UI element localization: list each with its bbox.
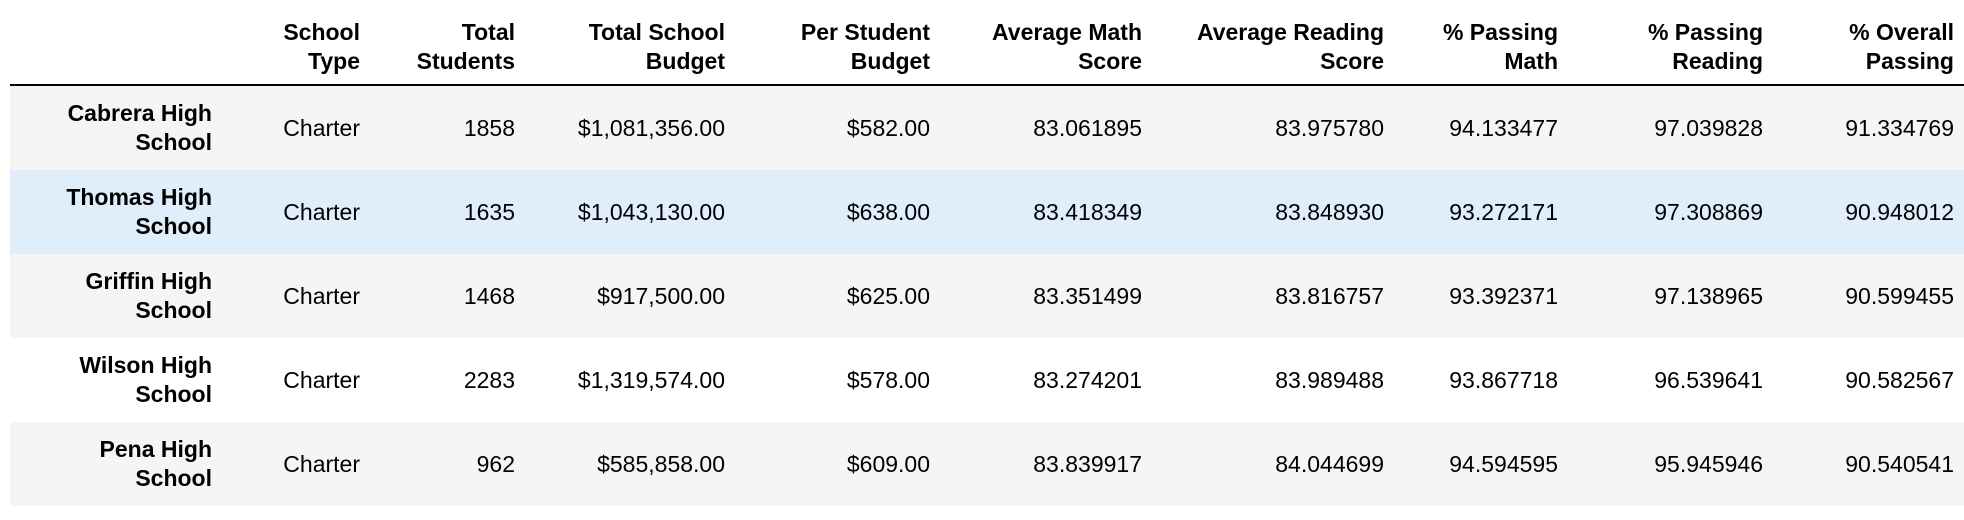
table-cell: 83.418349 (1033, 198, 1142, 225)
table-cell: 83.351499 (1033, 282, 1142, 309)
table-cell: 1468 (463, 282, 515, 309)
table-row-highlighted: Thomas High School Charter 1635 $1,043,1… (10, 170, 1964, 254)
table-cell: 90.948012 (1845, 198, 1954, 225)
row-index-label: Pena High School (99, 436, 212, 491)
table-cell: 97.138965 (1654, 282, 1763, 309)
table-cell: $625.00 (846, 282, 930, 309)
table-header: School Type Total Students Total School … (10, 10, 1964, 86)
table-row: Cabrera High School Charter 1858 $1,081,… (10, 85, 1964, 170)
header-row: School Type Total Students Total School … (10, 10, 1964, 86)
row-index-label: Griffin High School (85, 268, 212, 323)
table-cell: 90.599455 (1845, 282, 1954, 309)
table-cell: Charter (283, 198, 360, 225)
table-cell: 83.839917 (1033, 450, 1142, 477)
table-cell: 1635 (463, 198, 515, 225)
table-cell: Charter (283, 450, 360, 477)
row-index-label: Wilson High School (79, 352, 212, 407)
table-cell: 83.816757 (1275, 282, 1384, 309)
table-cell: 93.392371 (1449, 282, 1558, 309)
table-cell: 94.594595 (1449, 450, 1558, 477)
row-index-label: Cabrera High School (67, 100, 212, 155)
table-cell: 962 (476, 450, 515, 477)
table-cell: $585,858.00 (597, 450, 725, 477)
column-header: % Passing Reading (1570, 10, 1775, 86)
table-cell: 97.308869 (1654, 198, 1763, 225)
table-cell: 83.061895 (1033, 114, 1142, 141)
table-row: Pena High School Charter 962 $585,858.00… (10, 422, 1964, 506)
table-cell: $609.00 (846, 450, 930, 477)
table-cell: 93.272171 (1449, 198, 1558, 225)
table-cell: 2283 (463, 366, 515, 393)
column-header: Total Students (372, 10, 527, 86)
table-cell: 1858 (463, 114, 515, 141)
index-header (10, 10, 224, 86)
table-cell: $1,319,574.00 (577, 366, 725, 393)
column-header: School Type (224, 10, 372, 86)
school-summary-table: School Type Total Students Total School … (10, 10, 1964, 506)
table-cell: Charter (283, 366, 360, 393)
table-cell: 94.133477 (1449, 114, 1558, 141)
table-cell: 93.867718 (1449, 366, 1558, 393)
row-index-label: Thomas High School (66, 184, 212, 239)
table-cell: 96.539641 (1654, 366, 1763, 393)
column-header: Per Student Budget (737, 10, 942, 86)
table-cell: 90.540541 (1845, 450, 1954, 477)
table-cell: 83.274201 (1033, 366, 1142, 393)
table-cell: 84.044699 (1275, 450, 1384, 477)
table-cell: Charter (283, 114, 360, 141)
column-header: % Passing Math (1396, 10, 1570, 86)
table-cell: $1,081,356.00 (577, 114, 725, 141)
table-row: Griffin High School Charter 1468 $917,50… (10, 254, 1964, 338)
table-cell: Charter (283, 282, 360, 309)
table-row: Wilson High School Charter 2283 $1,319,5… (10, 338, 1964, 422)
table-cell: 91.334769 (1845, 114, 1954, 141)
table-cell: 83.848930 (1275, 198, 1384, 225)
table-body: Cabrera High School Charter 1858 $1,081,… (10, 85, 1964, 506)
column-header: Average Math Score (942, 10, 1154, 86)
table-cell: 83.989488 (1275, 366, 1384, 393)
table-cell: 90.582567 (1845, 366, 1954, 393)
table-cell: $638.00 (846, 198, 930, 225)
column-header: Total School Budget (527, 10, 737, 86)
table-cell: 83.975780 (1275, 114, 1384, 141)
table-cell: $582.00 (846, 114, 930, 141)
table-cell: $917,500.00 (597, 282, 725, 309)
table-cell: 95.945946 (1654, 450, 1763, 477)
table-cell: 97.039828 (1654, 114, 1763, 141)
dataframe-output: School Type Total Students Total School … (10, 10, 1964, 506)
column-header: Average Reading Score (1154, 10, 1396, 86)
table-cell: $1,043,130.00 (577, 198, 725, 225)
table-cell: $578.00 (846, 366, 930, 393)
column-header: % Overall Passing (1775, 10, 1964, 86)
